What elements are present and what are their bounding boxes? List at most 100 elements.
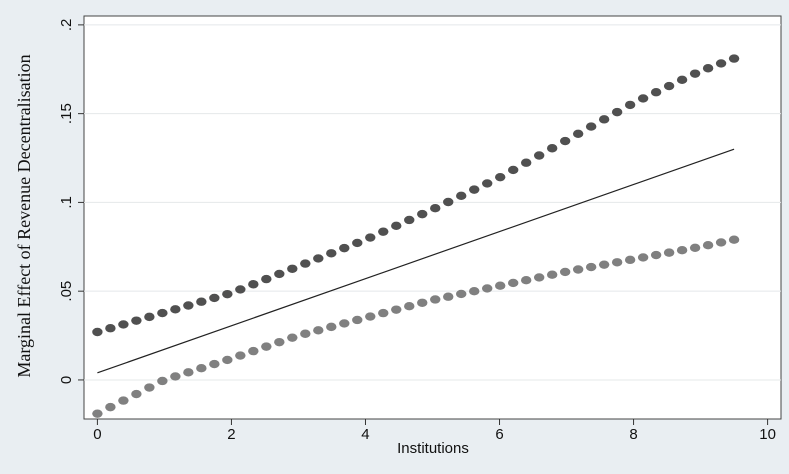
confidence-band-point xyxy=(300,329,311,338)
confidence-band-point xyxy=(469,287,480,296)
confidence-band-point xyxy=(715,238,727,247)
confidence-band-point xyxy=(559,267,571,277)
y-tick-label: .15 xyxy=(58,103,75,124)
confidence-band-point xyxy=(702,240,714,250)
confidence-band-point xyxy=(520,275,532,285)
confidence-band-point xyxy=(105,402,116,412)
confidence-band-point xyxy=(339,243,350,253)
confidence-band-point xyxy=(585,122,597,131)
confidence-band-point xyxy=(637,253,649,262)
confidence-band-point xyxy=(624,100,636,110)
confidence-band-point xyxy=(702,64,714,73)
confidence-band-point xyxy=(144,383,155,392)
confidence-band-point xyxy=(663,248,675,257)
confidence-band-point xyxy=(326,322,337,332)
confidence-band-point xyxy=(443,197,454,207)
confidence-band-point xyxy=(689,69,701,78)
x-tick-label: 2 xyxy=(227,426,235,443)
confidence-band-point xyxy=(352,238,363,248)
confidence-band-point xyxy=(572,129,584,139)
confidence-band-point xyxy=(663,81,675,91)
fitted-line xyxy=(97,148,735,374)
confidence-band-point xyxy=(222,355,233,365)
x-axis-label: Institutions xyxy=(397,440,469,457)
confidence-band-point xyxy=(559,136,571,146)
confidence-band-point xyxy=(572,265,584,274)
confidence-band-point xyxy=(728,235,740,244)
confidence-band-point xyxy=(676,246,688,255)
confidence-band-point xyxy=(300,259,311,268)
confidence-band-point xyxy=(598,115,610,124)
confidence-band-point xyxy=(456,289,467,299)
confidence-band-point xyxy=(637,94,649,103)
confidence-band-point xyxy=(378,308,389,318)
confidence-band-point xyxy=(287,333,298,342)
confidence-band-point xyxy=(520,158,532,167)
x-tick-label: 10 xyxy=(759,426,776,443)
confidence-band-point xyxy=(365,312,376,321)
confidence-band-point xyxy=(157,376,168,386)
confidence-band-point xyxy=(326,249,337,258)
y-axis-label: Marginal Effect of Revenue Decentralisat… xyxy=(14,54,34,377)
confidence-band-point xyxy=(404,215,415,225)
confidence-band-point xyxy=(118,396,129,405)
confidence-band-point xyxy=(430,204,441,213)
confidence-band-point xyxy=(417,298,428,307)
confidence-band-point xyxy=(650,250,662,260)
confidence-band-point xyxy=(118,320,129,329)
series-layer xyxy=(92,54,740,418)
confidence-band-point xyxy=(170,305,181,314)
confidence-band-point xyxy=(469,185,480,194)
confidence-band-point xyxy=(144,312,155,322)
confidence-band-point xyxy=(404,302,415,311)
confidence-band-point xyxy=(287,264,298,273)
confidence-band-point xyxy=(365,233,376,242)
confidence-band-point xyxy=(313,326,324,335)
confidence-band-point xyxy=(482,284,493,293)
confidence-band-point xyxy=(196,364,207,373)
y-tick-label: .2 xyxy=(58,19,75,32)
confidence-band-point xyxy=(598,260,610,269)
confidence-band-point xyxy=(650,88,662,97)
confidence-band-point xyxy=(261,342,272,351)
confidence-band-point xyxy=(131,316,142,325)
confidence-band-point xyxy=(533,273,545,282)
confidence-band-point xyxy=(105,324,116,333)
confidence-band-point xyxy=(131,389,142,399)
confidence-band-point xyxy=(92,409,103,418)
x-tick-label: 6 xyxy=(495,426,503,443)
confidence-band-point xyxy=(313,254,324,263)
confidence-band-point xyxy=(209,293,220,303)
confidence-band-point xyxy=(222,289,233,299)
confidence-band-point xyxy=(92,327,103,337)
y-tick-label: 0 xyxy=(58,376,75,384)
confidence-band-point xyxy=(391,221,402,231)
grid-layer xyxy=(84,24,781,381)
confidence-band-point xyxy=(546,144,558,153)
confidence-band-point xyxy=(456,191,467,201)
confidence-band-point xyxy=(495,281,506,290)
confidence-band-point xyxy=(507,278,519,288)
confidence-band-point xyxy=(339,319,350,328)
confidence-band-point xyxy=(443,292,454,301)
confidence-band-point xyxy=(507,165,519,175)
confidence-band-point xyxy=(170,372,181,381)
confidence-band-point xyxy=(624,255,636,265)
confidence-band-point xyxy=(417,209,428,219)
confidence-band-point xyxy=(391,305,402,314)
confidence-band-point xyxy=(196,297,207,306)
confidence-band-point xyxy=(378,227,389,236)
confidence-band-point xyxy=(235,285,246,294)
confidence-band-point xyxy=(248,346,259,356)
confidence-band-point xyxy=(235,351,246,360)
confidence-band-point xyxy=(546,270,558,279)
confidence-band-point xyxy=(689,243,701,253)
confidence-band-point xyxy=(728,54,740,63)
confidence-band-point xyxy=(352,315,363,325)
y-tick-label: .05 xyxy=(58,281,75,302)
confidence-band-point xyxy=(183,368,194,377)
confidence-band-point xyxy=(183,301,194,310)
confidence-band-point xyxy=(482,179,493,188)
